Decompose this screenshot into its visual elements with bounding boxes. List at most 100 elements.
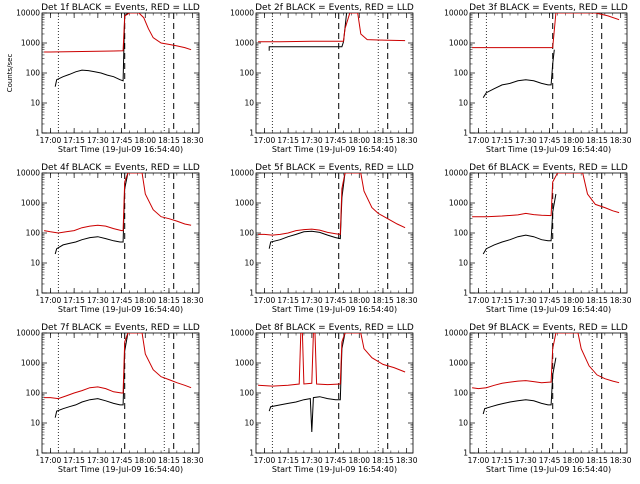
x-tick-label: 17:30 [515,136,537,145]
x-tick-label: 18:30 [182,296,204,305]
plot-frame [255,172,414,294]
x-tick-label: 17:45 [111,296,133,305]
x-tick-label: 17:30 [301,296,323,305]
y-tick-label: 100 [454,389,469,398]
series-line [258,13,406,43]
y-tick-label: 1000 [449,359,468,368]
x-tick-label: 17:00 [468,456,490,465]
x-axis-label: Start Time (19-Jul-09 16:54:40) [272,145,397,154]
y-tick-label: 1000 [21,359,40,368]
x-tick-label: 17:00 [254,456,276,465]
x-tick-label: 17:00 [40,296,62,305]
x-tick-label: 18:15 [372,136,394,145]
x-tick-label: 17:45 [325,296,347,305]
series-line [472,173,620,218]
series-line [54,13,129,87]
x-axis-label: Start Time (19-Jul-09 16:54:40) [486,305,611,314]
x-tick-label: 17:30 [515,296,537,305]
y-tick-label: 10 [458,419,468,428]
x-tick-label: 17:45 [325,456,347,465]
x-tick-label: 18:30 [396,136,418,145]
y-tick-label: 10 [244,419,254,428]
series-line [44,173,192,234]
panel-title: Det 4f BLACK = Events, RED = LLD [41,163,200,173]
y-tick-label: 1 [35,289,40,298]
x-tick-label: 17:45 [539,296,561,305]
series-line [54,333,129,418]
x-tick-label: 17:30 [301,456,323,465]
y-tick-label: 10 [30,99,40,108]
y-tick-label: 100 [240,389,255,398]
chart-panel: Det 6f BLACK = Events, RED = LLD 1 10 100 10… [444,163,632,314]
x-tick-label: 17:45 [111,456,133,465]
x-tick-label: 17:45 [539,136,561,145]
x-tick-label: 18:15 [586,296,608,305]
x-tick-label: 18:15 [158,456,180,465]
x-tick-label: 18:00 [134,296,156,305]
y-tick-label: 10000 [230,9,254,18]
y-tick-label: 10000 [230,169,254,178]
panel-title: Det 6f BLACK = Events, RED = LLD [469,163,628,173]
series-group [44,173,192,255]
series-group [258,13,406,51]
x-tick-label: 18:30 [396,296,418,305]
x-tick-label: 18:00 [134,136,156,145]
x-tick-label: 18:30 [610,136,632,145]
series-line [482,357,557,415]
x-axis-label: Start Time (19-Jul-09 16:54:40) [58,145,183,154]
x-tick-label: 17:30 [87,296,109,305]
x-tick-label: 18:15 [372,456,394,465]
x-tick-label: 18:15 [372,296,394,305]
x-tick-label: 17:15 [63,456,85,465]
chart-panel: Det 3f BLACK = Events, RED = LLD 1 10 100 10… [444,3,632,154]
panel-title: Det 2f BLACK = Events, RED = LLD [255,3,414,13]
x-tick-label: 18:30 [182,456,204,465]
x-tick-label: 17:15 [63,296,85,305]
x-tick-label: 17:30 [87,136,109,145]
x-tick-label: 18:00 [348,296,370,305]
y-tick-label: 1 [35,449,40,458]
x-tick-label: 17:15 [491,456,513,465]
x-tick-label: 18:15 [158,296,180,305]
plot-frame [469,12,628,134]
x-tick-label: 17:30 [87,456,109,465]
y-tick-label: 1 [463,289,468,298]
y-tick-label: 1 [249,449,254,458]
x-tick-label: 17:15 [491,296,513,305]
chart-panel: Det 8f BLACK = Events, RED = LLD 1 10 100 10… [230,323,418,474]
x-tick-label: 17:15 [491,136,513,145]
series-line [54,173,129,255]
y-tick-label: 100 [26,229,41,238]
series-line [268,173,346,249]
chart-panel: Det 5f BLACK = Events, RED = LLD 1 10 100 10… [230,163,418,314]
panel-title: Det 3f BLACK = Events, RED = LLD [469,3,628,13]
chart-panel: Det 7f BLACK = Events, RED = LLD 1 10 100 10… [16,323,204,474]
x-tick-label: 18:00 [348,456,370,465]
x-tick-label: 17:00 [254,296,276,305]
x-axis-label: Start Time (19-Jul-09 16:54:40) [272,465,397,474]
x-tick-label: 18:00 [134,456,156,465]
series-line [258,173,406,236]
y-tick-label: 1 [35,129,40,138]
x-tick-label: 17:00 [40,136,62,145]
x-tick-label: 17:00 [254,136,276,145]
series-group [44,13,192,87]
plot-frame [41,172,200,294]
y-axis-label: Counts/sec [6,54,14,93]
y-tick-label: 1 [463,449,468,458]
series-line [44,333,192,400]
x-tick-label: 18:30 [182,136,204,145]
x-axis-label: Start Time (19-Jul-09 16:54:40) [486,465,611,474]
y-tick-label: 10 [244,259,254,268]
y-tick-label: 100 [240,69,255,78]
plot-frame [41,12,200,134]
x-tick-label: 18:00 [348,136,370,145]
x-tick-label: 17:15 [277,296,299,305]
series-group [44,333,192,418]
series-group [472,173,620,255]
chart-panel: Det 2f BLACK = Events, RED = LLD 1 10 100 10… [230,3,418,154]
panel-title: Det 1f BLACK = Events, RED = LLD [41,3,200,13]
x-axis-label: Start Time (19-Jul-09 16:54:40) [58,305,183,314]
